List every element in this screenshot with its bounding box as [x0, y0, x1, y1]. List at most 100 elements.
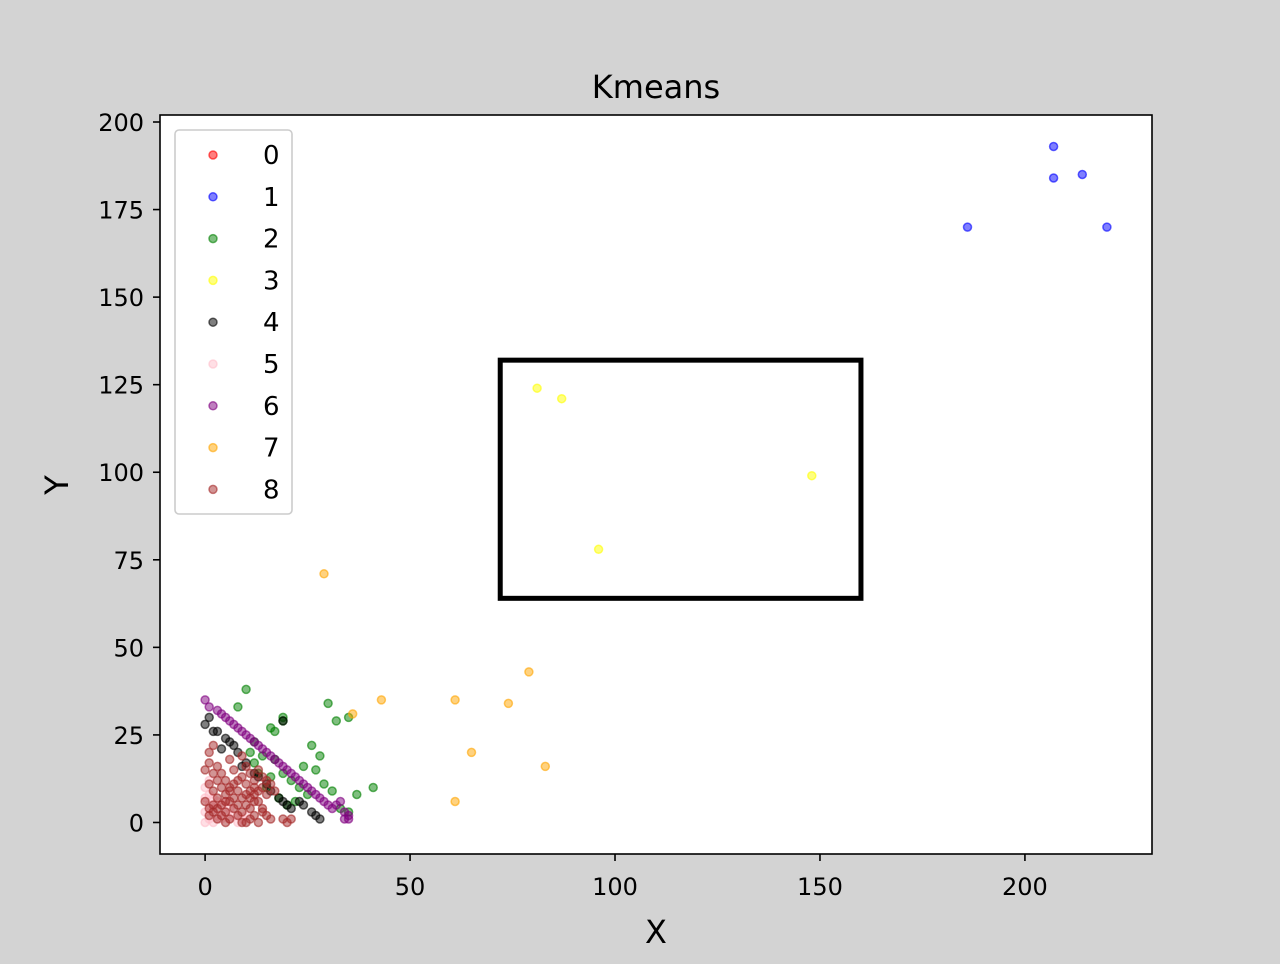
scatter-point-series-8-44 [265, 814, 276, 824]
scatter-point-series-4-16 [286, 803, 296, 814]
scatter-point-series-8-61 [220, 796, 231, 807]
scatter-point-series-8-20 [237, 772, 247, 782]
scatter-point-series-8-68 [253, 765, 264, 775]
legend-label-7: 7 [263, 434, 280, 464]
legend-label-1: 1 [263, 183, 280, 213]
plot-frame [159, 114, 1153, 855]
scatter-point-series-8-60 [224, 786, 235, 796]
scatter-point-series-8-34 [216, 768, 227, 779]
y-tick-label-150: 150 [98, 284, 144, 312]
scatter-point-series-3-1 [556, 393, 567, 404]
legend-frame [174, 129, 293, 515]
scatter-point-series-8-73 [270, 786, 280, 796]
legend-marker-5 [208, 359, 218, 369]
scatter-point-series-8-28 [253, 817, 264, 828]
y-tick-label-125: 125 [98, 372, 144, 400]
scatter-point-series-4-6 [229, 740, 239, 751]
scatter-point-series-3-2 [593, 544, 604, 555]
scatter-point-series-7-1 [347, 709, 358, 719]
scatter-point-series-8-45 [224, 754, 235, 765]
scatter-point-series-8-1 [208, 740, 219, 751]
legend-items: 0 1 2 3 4 5 6 7 8 [208, 141, 280, 505]
y-axis-label: Y [38, 475, 76, 496]
scatter-point-series-7-7 [524, 667, 534, 677]
scatter-point-series-2-33 [245, 747, 255, 758]
scatter-point-series-2-12 [311, 765, 321, 775]
scatter-point-series-1-4 [1102, 222, 1112, 232]
scatter-point-series-4-3 [212, 726, 223, 737]
scatter-point-series-7-4 [466, 747, 477, 758]
scatter-point-series-1-3 [1077, 169, 1088, 180]
scatter-point-series-2-10 [315, 751, 325, 761]
scatter-point-series-8-46 [237, 751, 247, 761]
x-tick-label-100: 100 [592, 873, 638, 901]
legend-label-6: 6 [263, 392, 280, 422]
scatter-point-series-8-36 [229, 765, 239, 775]
scatter-point-series-8-35 [212, 761, 223, 772]
scatter-point-series-6-36 [339, 814, 350, 824]
legend: 0 1 2 3 4 5 6 7 8 [174, 129, 293, 515]
scatter-point-series-7-5 [450, 796, 460, 807]
scatter-point-series-8-72 [249, 782, 260, 793]
scatter-point-series-4-24 [216, 744, 227, 754]
legend-label-4: 4 [263, 308, 280, 338]
scatter-point-series-2-23 [368, 782, 378, 793]
scatter-point-series-8-53 [233, 800, 243, 810]
x-tick-label-150: 150 [797, 873, 843, 901]
scatter-point-series-2-9 [306, 740, 317, 751]
scatter-point-series-8-64 [204, 810, 214, 821]
highlight-box [497, 357, 864, 601]
scatter-point-series-3-3 [807, 470, 817, 481]
scatter-point-series-6-32 [335, 796, 346, 807]
scatter-point-series-2-6 [323, 698, 333, 709]
x-tick-label-200: 200 [1002, 873, 1048, 901]
scatter-point-series-4-0 [200, 719, 210, 730]
scatter-point-series-8-51 [216, 810, 227, 821]
scatter-point-series-2-22 [352, 789, 362, 800]
scatter-point-series-8-59 [229, 793, 239, 803]
scatter-point-series-1-1 [1048, 141, 1059, 152]
scatter-point-series-2-21 [327, 786, 337, 796]
scatter-point-series-4-1 [204, 712, 214, 723]
scatter-point-series-8-0 [204, 747, 214, 758]
legend-label-3: 3 [263, 266, 280, 296]
scatter-point-series-8-49 [200, 796, 210, 807]
scatter-point-series-7-2 [376, 695, 387, 705]
scatter-point-series-8-3 [200, 765, 210, 775]
legend-marker-4 [208, 317, 218, 327]
legend-marker-3 [208, 275, 218, 286]
legend-label-5: 5 [263, 350, 280, 380]
scatter-point-series-7-8 [540, 761, 551, 772]
scatter-point-series-8-6 [204, 779, 214, 789]
legend-marker-6 [208, 401, 218, 411]
scatter-point-series-8-8 [208, 786, 219, 796]
chart-title: Kmeans [592, 68, 720, 106]
legend-marker-8 [208, 484, 218, 495]
scatter-point-series-8-41 [261, 789, 272, 800]
scatter-point-series-1-2 [1048, 173, 1059, 183]
scatter-point-series-8-63 [208, 800, 219, 810]
scatter-point-series-2-20 [319, 779, 329, 789]
scatter-point-series-8-75 [241, 789, 251, 800]
y-tick-label-0: 0 [129, 809, 144, 837]
scatter-point-series-8-67 [278, 814, 288, 824]
legend-marker-0 [208, 150, 218, 160]
scatter-point-series-4-21 [315, 814, 325, 824]
scatter-point-series-1-0 [962, 222, 973, 232]
legend-label-0: 0 [263, 141, 280, 171]
scatter-point-series-8-54 [237, 807, 247, 817]
scatter-point-series-7-6 [503, 698, 514, 709]
scatter-point-series-2-0 [241, 684, 251, 695]
legend-marker-2 [208, 233, 218, 244]
y-tick-label-175: 175 [98, 197, 144, 225]
scatter-point-series-2-4 [270, 726, 280, 737]
scatter-point-series-8-66 [286, 814, 296, 824]
scatter-point-series-8-33 [220, 775, 231, 786]
scatter-point-series-2-5 [233, 702, 243, 712]
scatter-point-series-8-55 [241, 817, 251, 828]
y-tick-label-50: 50 [113, 634, 144, 662]
scatter-point-series-8-38 [245, 768, 255, 779]
scatter-point-series-8-52 [220, 817, 231, 828]
